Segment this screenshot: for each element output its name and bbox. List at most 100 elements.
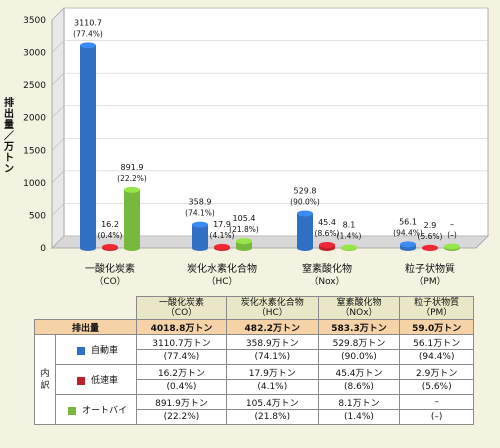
data-label-pct: (94.4%) [393, 228, 423, 237]
data-label-pct: (90.0%) [290, 197, 320, 206]
bar-top [124, 186, 140, 193]
total-hc: 482.2万トン [225, 319, 319, 335]
table-row: オートバイ 891.9万トン 105.4万トン 8.1万トン – [35, 394, 474, 425]
data-label: 2.9 [424, 221, 437, 230]
data-label: 891.9 [121, 163, 144, 172]
table-header-row: 一酸化炭素 （CO） 炭化水素化合物 （HC） 窒素酸化物 （NOx） 粒子状物質 （P… [34, 296, 474, 320]
table-cell: (21.8%) [225, 409, 319, 425]
bar-base [236, 245, 252, 251]
y-tick-label: 2000 [23, 114, 46, 124]
gridline [51, 138, 65, 151]
x-tick-label-abbr: （PM） [414, 276, 445, 287]
y-tick-label: 1000 [23, 179, 46, 189]
bar-top [422, 244, 438, 251]
x-tick-label: 炭化水素化合物 [187, 262, 257, 275]
data-label-pct: (–) [447, 231, 457, 240]
table-cell: (–) [399, 409, 474, 425]
table-cell: (8.6%) [317, 379, 401, 395]
gridline [51, 235, 65, 249]
data-label-pct: (74.1%) [185, 209, 215, 218]
data-label: 16.2 [101, 220, 119, 229]
bar-top [297, 210, 313, 217]
total-nox: 583.3万トン [317, 319, 401, 335]
table-row: (77.4%) (74.1%) (90.0%) (94.4%) [35, 349, 474, 365]
legend-swatch-motorcycle [67, 406, 76, 415]
table-cell: 358.9万トン [225, 334, 319, 350]
table-row: (22.2%) (21.8%) (1.4%) (–) [35, 409, 474, 425]
table-cell: 8.1万トン [317, 394, 401, 410]
table-cell: (4.1%) [225, 379, 319, 395]
y-tick-label: 500 [29, 211, 46, 221]
gridline [51, 170, 65, 184]
table-cell: (1.4%) [317, 409, 401, 425]
table-corner [34, 296, 137, 320]
table-cell: (0.4%) [136, 379, 227, 395]
bar [236, 241, 252, 248]
table-cell: 17.9万トン [225, 364, 319, 380]
data-label-pct: (21.8%) [229, 225, 259, 234]
table-cell: (94.4%) [399, 349, 474, 365]
table-cell: – [399, 394, 474, 410]
gridline [51, 203, 65, 216]
total-label: 排出量 [34, 319, 137, 335]
table-cell: 16.2万トン [136, 364, 227, 380]
gridline [51, 7, 65, 21]
table-row: 内訳 自動車 3110.7万トン 358.9万トン 529.8万トン 56.1万… [34, 334, 474, 425]
bar-top [341, 244, 357, 251]
bar-top [102, 243, 118, 250]
data-label-pct: (77.4%) [73, 29, 103, 38]
table-cell: (77.4%) [136, 349, 227, 365]
bar-base [124, 245, 140, 251]
y-tick-label: 0 [40, 244, 46, 254]
x-tick-label: 粒子状物質 [405, 262, 455, 275]
bar-top [214, 243, 230, 250]
table-cell: 45.4万トン [317, 364, 401, 380]
table-cell: 891.9万トン [136, 394, 227, 410]
bar [297, 213, 313, 248]
table-cell: (74.1%) [225, 349, 319, 365]
bar-top [80, 42, 96, 49]
data-label: 105.4 [233, 214, 256, 223]
gridline [51, 72, 65, 86]
bar [192, 224, 208, 248]
breakdown-side-label: 内訳 [34, 334, 56, 425]
bar-base [297, 245, 313, 251]
x-tick-label: 一酸化炭素 [85, 262, 135, 275]
bar-base [80, 245, 96, 251]
data-label-pct: (8.6%) [315, 229, 340, 238]
col-header-hc: 炭化水素化合物 （HC） [225, 296, 319, 320]
total-co: 4018.8万トン [136, 319, 227, 335]
bar [80, 45, 96, 249]
col-header-pm: 粒子状物質 （PM） [399, 296, 474, 320]
y-tick-label: 3500 [23, 16, 46, 26]
data-label: – [450, 220, 454, 229]
row-label-car: 自動車 [55, 334, 137, 365]
col-header-nox: 窒素酸化物 （NOx） [317, 296, 401, 320]
col-header-co: 一酸化炭素 （CO） [136, 296, 227, 320]
table-cell: 56.1万トン [399, 334, 474, 350]
legend-swatch-lowspeed [76, 376, 85, 385]
bar-top [444, 243, 460, 250]
table-cell: (22.2%) [136, 409, 227, 425]
x-tick-label-abbr: （CO） [94, 276, 125, 287]
gridline [51, 105, 65, 118]
chart-side-wall [51, 7, 65, 249]
table-row: 低速車 16.2万トン 17.9万トン 45.4万トン 2.9万トン [35, 364, 474, 395]
y-tick-label: 2500 [23, 81, 46, 91]
total-pm: 59.0万トン [399, 319, 474, 335]
data-label-pct: (5.6%) [418, 232, 443, 241]
data-label-pct: (1.4%) [337, 231, 362, 240]
gridline [51, 40, 65, 53]
bar-chart: 0 500 1000 1500 2000 2500 3000 3500 3110.7 (77.4%… [23, 7, 489, 287]
table-cell: (90.0%) [317, 349, 401, 365]
data-label: 529.8 [294, 186, 317, 195]
bar-top [192, 221, 208, 228]
y-tick-label: 1500 [23, 146, 46, 156]
data-label: 17.9 [213, 220, 231, 229]
row-label-lowspeed: 低速車 [55, 364, 137, 395]
x-tick-label-abbr: （HC） [206, 276, 237, 287]
table-cell: (5.6%) [399, 379, 474, 395]
data-label: 45.4 [318, 218, 336, 227]
y-tick-label: 3000 [23, 49, 46, 59]
total-row: 排出量 4018.8万トン 482.2万トン 583.3万トン 59.0万トン [34, 319, 474, 335]
